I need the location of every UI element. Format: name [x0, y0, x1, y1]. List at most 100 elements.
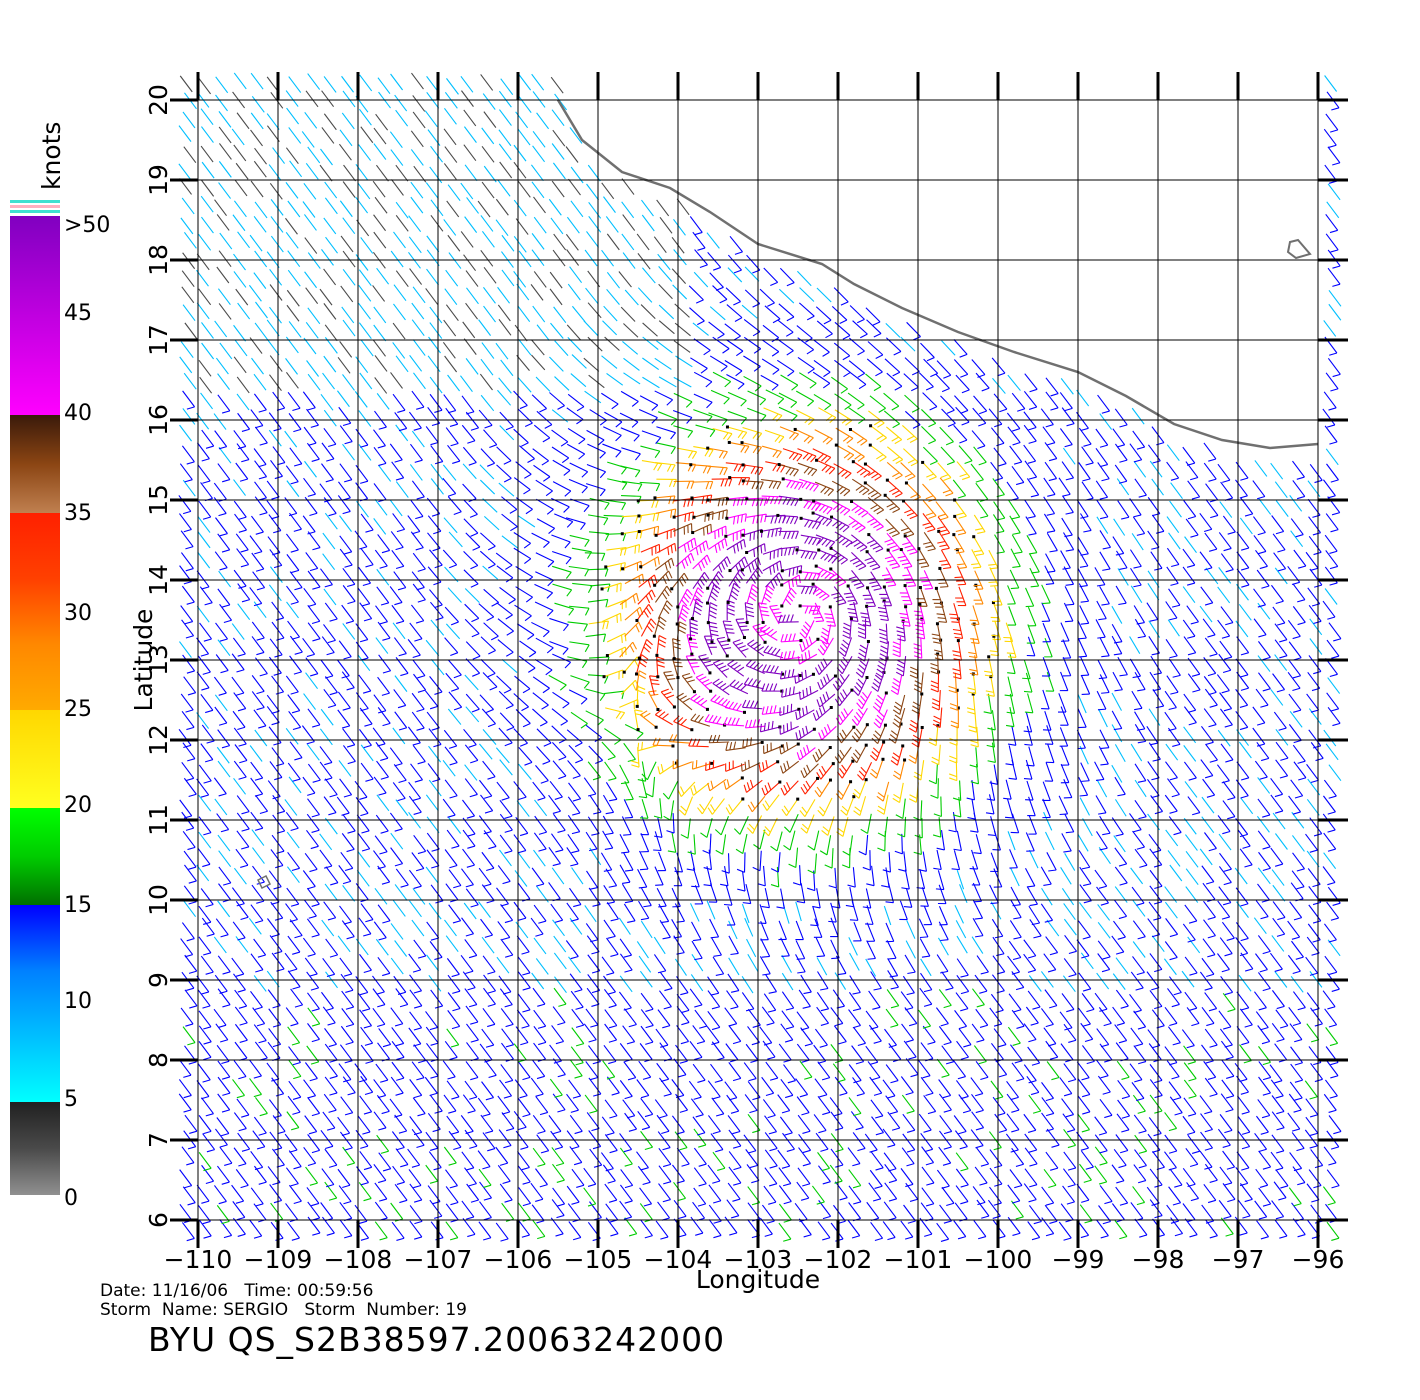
wind-barb [834, 393, 852, 411]
wind-barb [566, 847, 579, 867]
wind-barb [1291, 835, 1305, 852]
wind-barb [761, 445, 782, 459]
wind-barb [341, 112, 355, 130]
wind-barb [622, 1025, 636, 1045]
wind-barb [725, 741, 746, 752]
wind-barb [1059, 392, 1073, 412]
wind-barb [550, 217, 564, 235]
wind-barb [253, 272, 267, 289]
wind-barb [342, 319, 356, 337]
wind-barb [460, 954, 474, 975]
wind-barb [1059, 671, 1069, 692]
wind-barb [1166, 566, 1179, 586]
wind-barb [1149, 671, 1162, 692]
wind-barb [1079, 1163, 1092, 1183]
wind-barb [498, 377, 512, 394]
wind-barb [892, 782, 904, 804]
wind-barb [1011, 465, 1025, 486]
wind-barb [443, 729, 458, 749]
legend-cap [10, 210, 60, 213]
wind-barb [707, 798, 725, 815]
wind-barb [831, 586, 847, 606]
wind-barb [1205, 567, 1219, 585]
wind-barb [1204, 532, 1218, 552]
wind-barb [302, 776, 316, 796]
wind-barb [814, 658, 833, 676]
wind-barb [178, 163, 192, 181]
wind-barb [250, 953, 264, 973]
wind-barb [532, 130, 546, 148]
wind-barb [303, 1079, 317, 1099]
wind-barb [1221, 921, 1235, 941]
wind-barb [603, 975, 616, 995]
wind-barb [1167, 727, 1181, 747]
wind-barb [673, 425, 694, 438]
wind-barb [1291, 1202, 1304, 1222]
wind-barb [183, 900, 197, 918]
wind-barb [726, 1094, 740, 1114]
wind-barb [623, 742, 636, 763]
wind-barb [566, 249, 580, 266]
wind-barb [973, 446, 987, 466]
wind-barb [285, 217, 298, 235]
wind-barb [569, 127, 583, 144]
wind-barb [358, 269, 372, 287]
wind-barb [1115, 1042, 1129, 1062]
wind-barb [1060, 763, 1070, 784]
wind-barb [676, 994, 690, 1014]
wind-barb [1094, 567, 1106, 587]
wind-barb [217, 988, 231, 1008]
wind-barb [390, 149, 404, 166]
wind-barb [1234, 1062, 1248, 1083]
wind-barb [1022, 659, 1031, 680]
wind-barb [357, 850, 371, 868]
wind-barb [1219, 1114, 1233, 1134]
wind-barb [1186, 605, 1199, 625]
wind-barb [1150, 551, 1163, 571]
wind-barb [570, 711, 588, 729]
wind-barb [321, 991, 334, 1012]
wind-barb [324, 1181, 338, 1201]
wind-barb [725, 496, 748, 507]
wind-barb [833, 287, 849, 306]
wind-barb [956, 958, 969, 978]
wind-barb [1077, 637, 1088, 658]
wind-barb [196, 412, 210, 430]
wind-barb [729, 235, 743, 255]
wind-barb [936, 1222, 950, 1242]
wind-barb [569, 1059, 583, 1079]
wind-barb [357, 654, 371, 672]
wind-barb [763, 742, 784, 755]
wind-barb [788, 847, 799, 869]
wind-barb [1046, 919, 1060, 937]
wind-barb [639, 481, 661, 492]
wind-barb [1112, 973, 1126, 990]
wind-barb [565, 233, 579, 251]
wind-barb [322, 1111, 336, 1131]
wind-barb [517, 180, 531, 198]
wind-barb [1149, 953, 1163, 973]
wind-barb [728, 1025, 742, 1045]
wind-barb [638, 1060, 652, 1080]
wind-barb [197, 1205, 211, 1225]
wind-barb [834, 972, 847, 990]
wind-barb [394, 94, 408, 112]
wind-barb [727, 410, 747, 425]
wind-barb [987, 742, 996, 763]
wind-barb [339, 535, 353, 555]
wind-barb [1129, 498, 1142, 518]
wind-barb [231, 676, 245, 696]
wind-barb [409, 464, 423, 481]
wind-barb [902, 1133, 916, 1153]
wind-barb [198, 233, 212, 251]
wind-barb [531, 339, 545, 356]
wind-barb [551, 109, 565, 126]
lon-tick-label: −99 [1052, 1245, 1105, 1274]
wind-barb [215, 654, 229, 674]
wind-barb [253, 975, 267, 992]
wind-barb [532, 448, 549, 466]
wind-barb [178, 1093, 192, 1113]
wind-barb [567, 814, 581, 835]
wind-barb [566, 1185, 580, 1205]
wind-barb [304, 112, 318, 129]
